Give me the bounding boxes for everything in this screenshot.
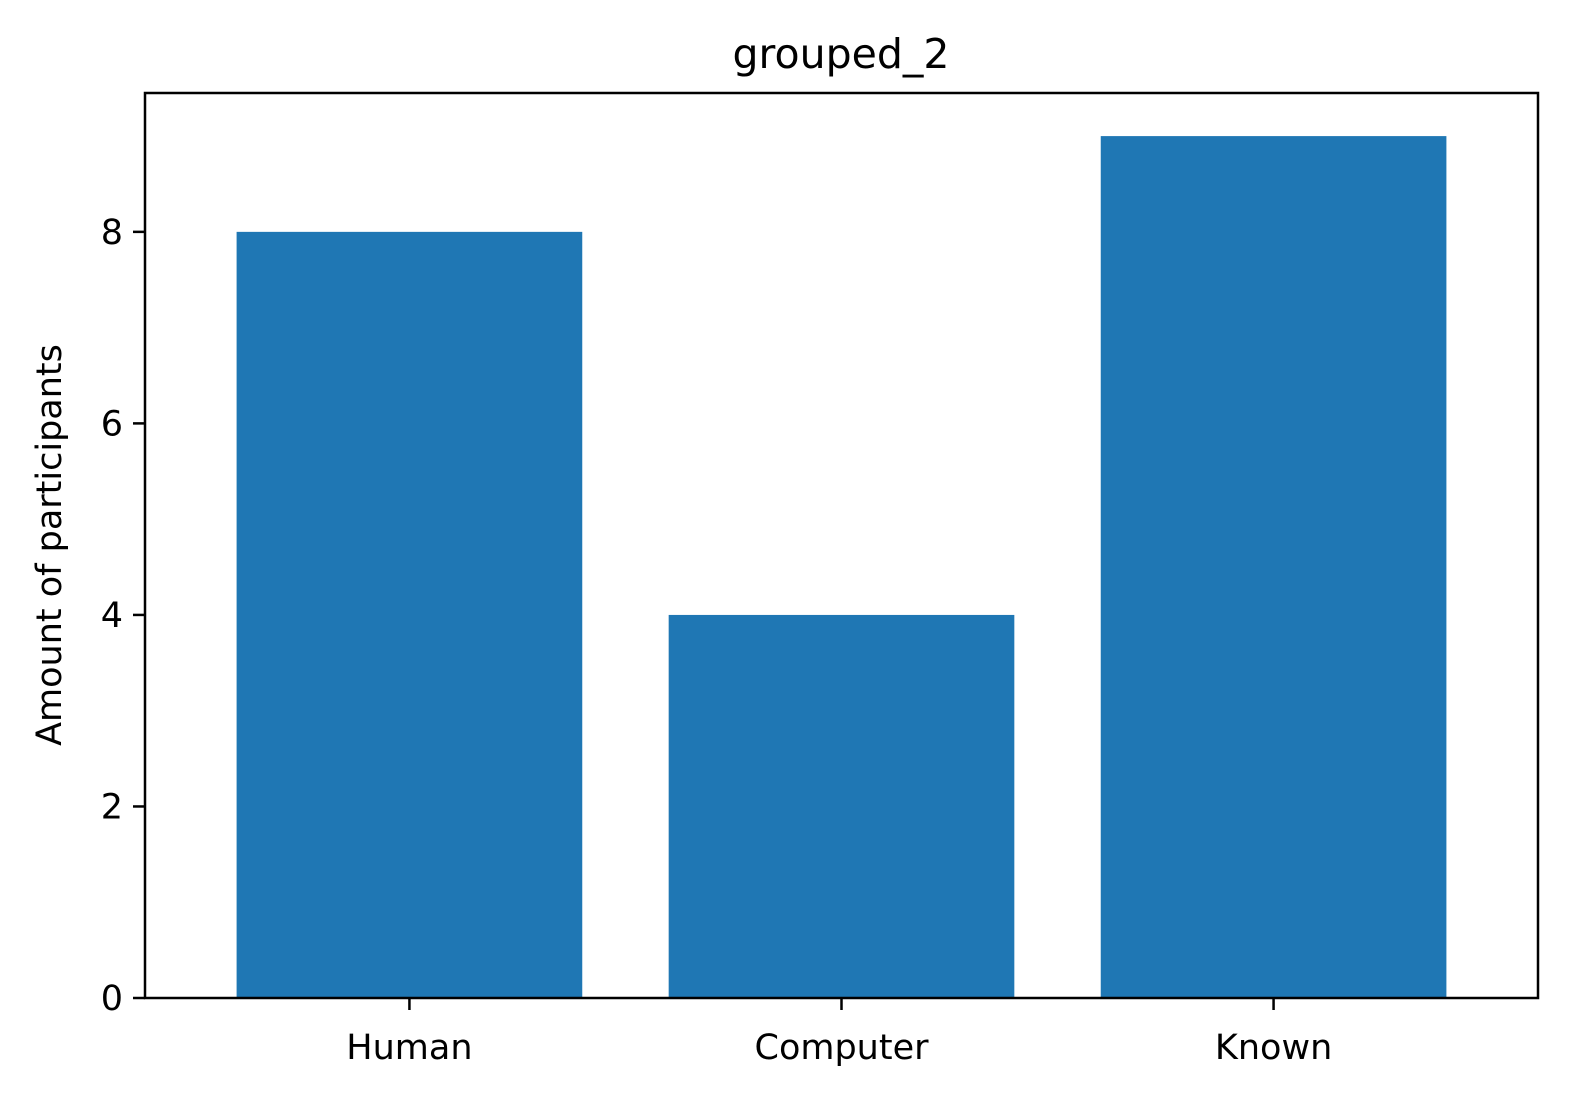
y-tick-label: 6 [101,404,123,444]
chart-title: grouped_2 [733,30,950,78]
bar-known [1100,136,1447,999]
y-tick-label: 0 [101,979,123,1019]
x-tick-label-human: Human [346,1028,472,1068]
x-axis-ticks: Human Computer Known [346,998,1332,1068]
bar-human [236,231,583,998]
plot-frame [143,91,1540,1000]
x-tick-label-known: Known [1215,1028,1332,1068]
y-tick-label: 4 [101,596,123,636]
bar-computer [668,614,1015,998]
bars-group [236,136,1447,999]
y-axis-ticks: 0 2 4 6 8 [101,213,145,1019]
y-axis-label: Amount of participants [30,344,70,746]
y-tick-label: 8 [101,213,123,253]
x-tick-label-computer: Computer [755,1028,930,1068]
y-tick-label: 2 [101,787,123,827]
